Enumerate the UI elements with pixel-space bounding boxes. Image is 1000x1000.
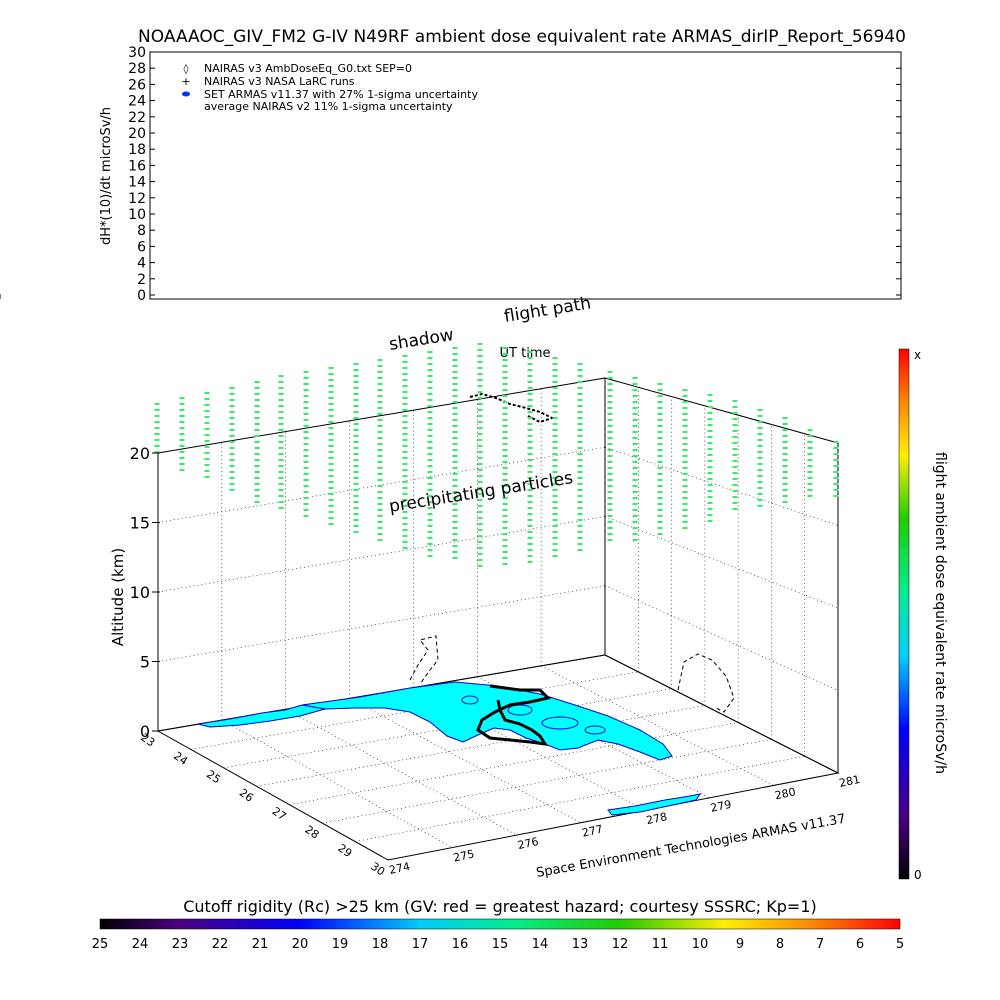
cutoff-tick-label: 11	[652, 937, 669, 952]
right-wall-gridline	[605, 517, 838, 609]
altitude-tick-label: 10	[130, 583, 150, 602]
cutoff-tick-label: 14	[532, 937, 549, 952]
y-tick-label: 18	[128, 142, 146, 158]
y-tick-label: 12	[128, 191, 146, 207]
cutoff-tick-label: 25	[92, 937, 109, 952]
land-florida	[302, 682, 672, 760]
altitude-ticks: 0 5 10 15 20	[130, 444, 160, 741]
y-tick-label: 20	[128, 126, 146, 142]
cutoff-tick-label: 19	[332, 937, 349, 952]
y-tick-label: 2	[137, 272, 146, 288]
back-wall-gridline	[158, 586, 605, 662]
floor-gridline	[222, 720, 452, 847]
altitude-tick-label: 5	[140, 653, 150, 672]
cutoff-tick-label: 24	[132, 937, 149, 952]
cutoff-tick-label: 6	[856, 937, 864, 952]
longitude-tick-label: 278	[645, 810, 668, 827]
longitude-tick-label: 275	[452, 847, 475, 864]
dose-colorbar-gradient	[899, 349, 909, 879]
y-tick-label: 10	[128, 207, 146, 223]
cutoff-tick-label: 13	[572, 937, 589, 952]
dose-colorbar-label: flight ambient dose equivalent rate micr…	[932, 452, 948, 774]
annotation-flight-path: flight path	[503, 293, 593, 326]
altitude-axis-label: Altitude (km)	[109, 548, 127, 646]
y-tick-label: 16	[128, 158, 146, 174]
latitude-tick-label: 30	[368, 860, 387, 879]
latitude-tick-label: 26	[237, 786, 256, 805]
floor-gridline	[289, 722, 738, 804]
y-tick-label: 24	[128, 94, 146, 110]
longitude-tick-label: 274	[388, 860, 411, 877]
flight-path-right-wall-shadow	[678, 654, 734, 712]
dose-markers	[155, 344, 839, 566]
cutoff-tick-label: 15	[492, 937, 509, 952]
right-wall-gridline	[605, 586, 838, 691]
cutoff-tick-label: 16	[452, 937, 469, 952]
dose-colorbar-min: 0	[914, 868, 922, 882]
cutoff-tick-label: 17	[412, 937, 429, 952]
y-axis-label: dH*(10)/dt microSv/h	[99, 107, 114, 245]
cutoff-tick-label: 18	[372, 937, 389, 952]
longitude-tick-label: 281	[838, 773, 861, 790]
cutoff-tick-label: 8	[776, 937, 784, 952]
back-wall	[158, 378, 605, 731]
y-tick-label: 26	[128, 77, 146, 93]
right-wall-gridline	[605, 447, 838, 525]
altitude-tick-label: 15	[130, 514, 150, 533]
cutoff-tick-label: 21	[252, 937, 269, 952]
y-tick-label: 30	[128, 45, 146, 61]
dose-colorbar: x 0 flight ambient dose equivalent rate …	[899, 348, 948, 882]
y-tick-label: 4	[137, 256, 146, 272]
cutoff-tick-label: 10	[692, 937, 709, 952]
annotation-shadow: shadow	[388, 325, 456, 355]
legend-label-3: average NAIRAS v2 11% 1-sigma uncertaint…	[204, 100, 453, 113]
cutoff-tick-label: 23	[172, 937, 189, 952]
cutoff-tick-label: 9	[736, 937, 744, 952]
floor-gridline	[322, 739, 771, 823]
cutoff-tick-label: 22	[212, 937, 229, 952]
y-tick-label: 14	[128, 175, 146, 191]
legend: ◊ NAIRAS v3 AmbDoseEq_G0.txt SEP=0 + NAI…	[181, 62, 478, 113]
cutoff-rigidity-gradient	[100, 919, 900, 929]
legend-symbol-diamond: ◊	[184, 63, 189, 75]
cutoff-rigidity-bar: Cutoff rigidity (Rc) >25 km (GV: red = g…	[92, 897, 904, 952]
latitude-tick-label: 29	[335, 841, 354, 860]
flight-path-back-wall-shadow	[410, 636, 438, 684]
top-chart-title: NOAAAOC_GIV_FM2 G-IV N49RF ambient dose …	[138, 27, 906, 47]
figure: NOAAAOC_GIV_FM2 G-IV N49RF ambient dose …	[0, 0, 1000, 1000]
y-tick-label: 6	[137, 239, 146, 255]
longitude-tick-label: 276	[516, 835, 539, 852]
cutoff-rigidity-title: Cutoff rigidity (Rc) >25 km (GV: red = g…	[183, 897, 817, 916]
longitude-tick-label: 279	[709, 798, 732, 815]
legend-symbol-plus: +	[181, 75, 190, 88]
legend-symbol-dot	[182, 92, 190, 97]
latitude-tick-labels: 2324252627282930	[138, 731, 387, 879]
longitude-tick-label: 277	[581, 823, 604, 840]
dose-colorbar-max: x	[914, 348, 921, 362]
latitude-tick-label: 24	[171, 749, 190, 768]
cutoff-tick-label: 12	[612, 937, 629, 952]
latitude-tick-label: 25	[204, 768, 223, 787]
y-tick-label: 22	[128, 110, 146, 126]
latitude-tick-label: 27	[270, 805, 289, 824]
latitude-tick-label: 28	[303, 823, 322, 842]
floor-gridline	[355, 756, 805, 841]
y-tick-label: 28	[128, 61, 146, 77]
cutoff-tick-label: 7	[816, 937, 824, 952]
y-tick-label: 0	[137, 288, 146, 304]
altitude-tick-label: 20	[130, 444, 150, 463]
legend-label-0: NAIRAS v3 AmbDoseEq_G0.txt SEP=0	[204, 62, 412, 75]
cutoff-rigidity-tick-labels: 25 24 23 22 21 20 19 18 17 16 15 14 13 12 11 10 9 8 7 6 5	[92, 937, 904, 952]
cutoff-tick-label: 20	[292, 937, 309, 952]
legend-label-1: NAIRAS v3 NASA LaRC runs	[204, 75, 355, 88]
y-tick-label: 8	[137, 223, 146, 239]
time-series-panel: 024681012141618202224262830 Jun 1913:26 …	[0, 45, 901, 361]
longitude-tick-label: 280	[774, 785, 797, 802]
land-gulf-coast	[198, 705, 325, 727]
cutoff-tick-label: 5	[896, 937, 904, 952]
